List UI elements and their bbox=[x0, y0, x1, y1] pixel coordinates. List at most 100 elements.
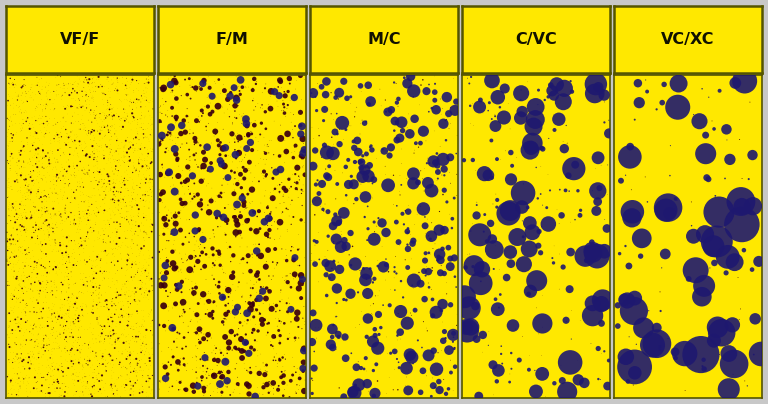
Point bbox=[289, 335, 301, 341]
Point bbox=[156, 348, 168, 354]
Point bbox=[184, 267, 196, 273]
Point bbox=[68, 120, 80, 127]
Point bbox=[60, 349, 72, 356]
Point bbox=[141, 259, 153, 265]
Point bbox=[508, 243, 521, 249]
Point bbox=[71, 135, 83, 141]
Point bbox=[143, 310, 155, 316]
Point bbox=[59, 389, 71, 395]
Point bbox=[195, 86, 207, 92]
Point bbox=[167, 182, 180, 188]
Point bbox=[360, 276, 372, 282]
Point bbox=[359, 355, 372, 361]
Point bbox=[31, 343, 44, 349]
Point bbox=[122, 192, 134, 199]
Point bbox=[60, 81, 72, 87]
Point bbox=[359, 167, 371, 173]
Point bbox=[25, 189, 37, 196]
Point bbox=[215, 374, 227, 381]
Point bbox=[368, 393, 380, 399]
Point bbox=[25, 286, 37, 292]
Point bbox=[70, 388, 82, 395]
Point bbox=[12, 355, 25, 361]
Point bbox=[98, 340, 110, 346]
Point bbox=[79, 107, 91, 114]
Point bbox=[35, 243, 48, 249]
Point bbox=[281, 272, 293, 279]
Point bbox=[440, 116, 452, 123]
Point bbox=[425, 233, 438, 240]
Point bbox=[238, 348, 250, 355]
Point bbox=[232, 102, 244, 109]
Point bbox=[82, 217, 94, 223]
Point bbox=[6, 359, 18, 366]
Point bbox=[51, 316, 64, 322]
Point bbox=[208, 276, 220, 282]
Point bbox=[1, 373, 13, 380]
Point bbox=[531, 305, 543, 311]
Point bbox=[489, 123, 502, 129]
Point bbox=[450, 150, 462, 157]
Point bbox=[210, 350, 222, 357]
Point bbox=[33, 364, 45, 370]
Point bbox=[458, 318, 471, 324]
Point bbox=[233, 244, 246, 250]
Point bbox=[21, 116, 33, 122]
Point bbox=[264, 338, 276, 345]
Point bbox=[133, 206, 145, 213]
Point bbox=[135, 112, 147, 119]
Point bbox=[193, 228, 205, 234]
Point bbox=[114, 213, 127, 220]
Point bbox=[37, 299, 49, 306]
Point bbox=[177, 320, 190, 326]
Point bbox=[134, 226, 146, 233]
Point bbox=[285, 284, 297, 290]
Point bbox=[98, 116, 111, 123]
Point bbox=[203, 313, 215, 319]
Point bbox=[28, 229, 40, 236]
Point bbox=[30, 222, 42, 228]
Point bbox=[263, 288, 276, 295]
Point bbox=[66, 291, 78, 297]
Point bbox=[439, 266, 452, 273]
Point bbox=[22, 117, 34, 124]
Point bbox=[134, 228, 147, 234]
Point bbox=[217, 158, 230, 164]
Point bbox=[2, 311, 14, 318]
Point bbox=[92, 143, 104, 149]
Point bbox=[74, 215, 86, 221]
Point bbox=[32, 116, 45, 122]
Point bbox=[164, 168, 177, 174]
Point bbox=[98, 83, 111, 90]
Point bbox=[121, 261, 133, 268]
Point bbox=[126, 110, 138, 116]
Point bbox=[121, 227, 134, 234]
Point bbox=[91, 84, 104, 90]
Point bbox=[186, 76, 198, 83]
Point bbox=[257, 105, 269, 112]
Point bbox=[205, 335, 217, 342]
Point bbox=[179, 200, 191, 206]
Point bbox=[25, 237, 37, 243]
Point bbox=[214, 90, 227, 97]
Point bbox=[738, 247, 750, 253]
Point bbox=[96, 390, 108, 397]
Point bbox=[200, 123, 212, 130]
Point bbox=[260, 156, 273, 163]
Point bbox=[113, 243, 125, 250]
Point bbox=[35, 314, 48, 320]
Point bbox=[252, 353, 264, 359]
Point bbox=[99, 132, 111, 139]
Point bbox=[16, 217, 28, 223]
Point bbox=[296, 365, 309, 372]
Point bbox=[19, 228, 31, 234]
Point bbox=[99, 393, 111, 400]
Point bbox=[515, 105, 527, 111]
Point bbox=[134, 364, 147, 370]
Point bbox=[387, 185, 399, 192]
Point bbox=[175, 208, 187, 214]
Point bbox=[146, 282, 158, 289]
Point bbox=[129, 258, 141, 265]
Point bbox=[81, 231, 94, 237]
Point bbox=[84, 218, 96, 224]
